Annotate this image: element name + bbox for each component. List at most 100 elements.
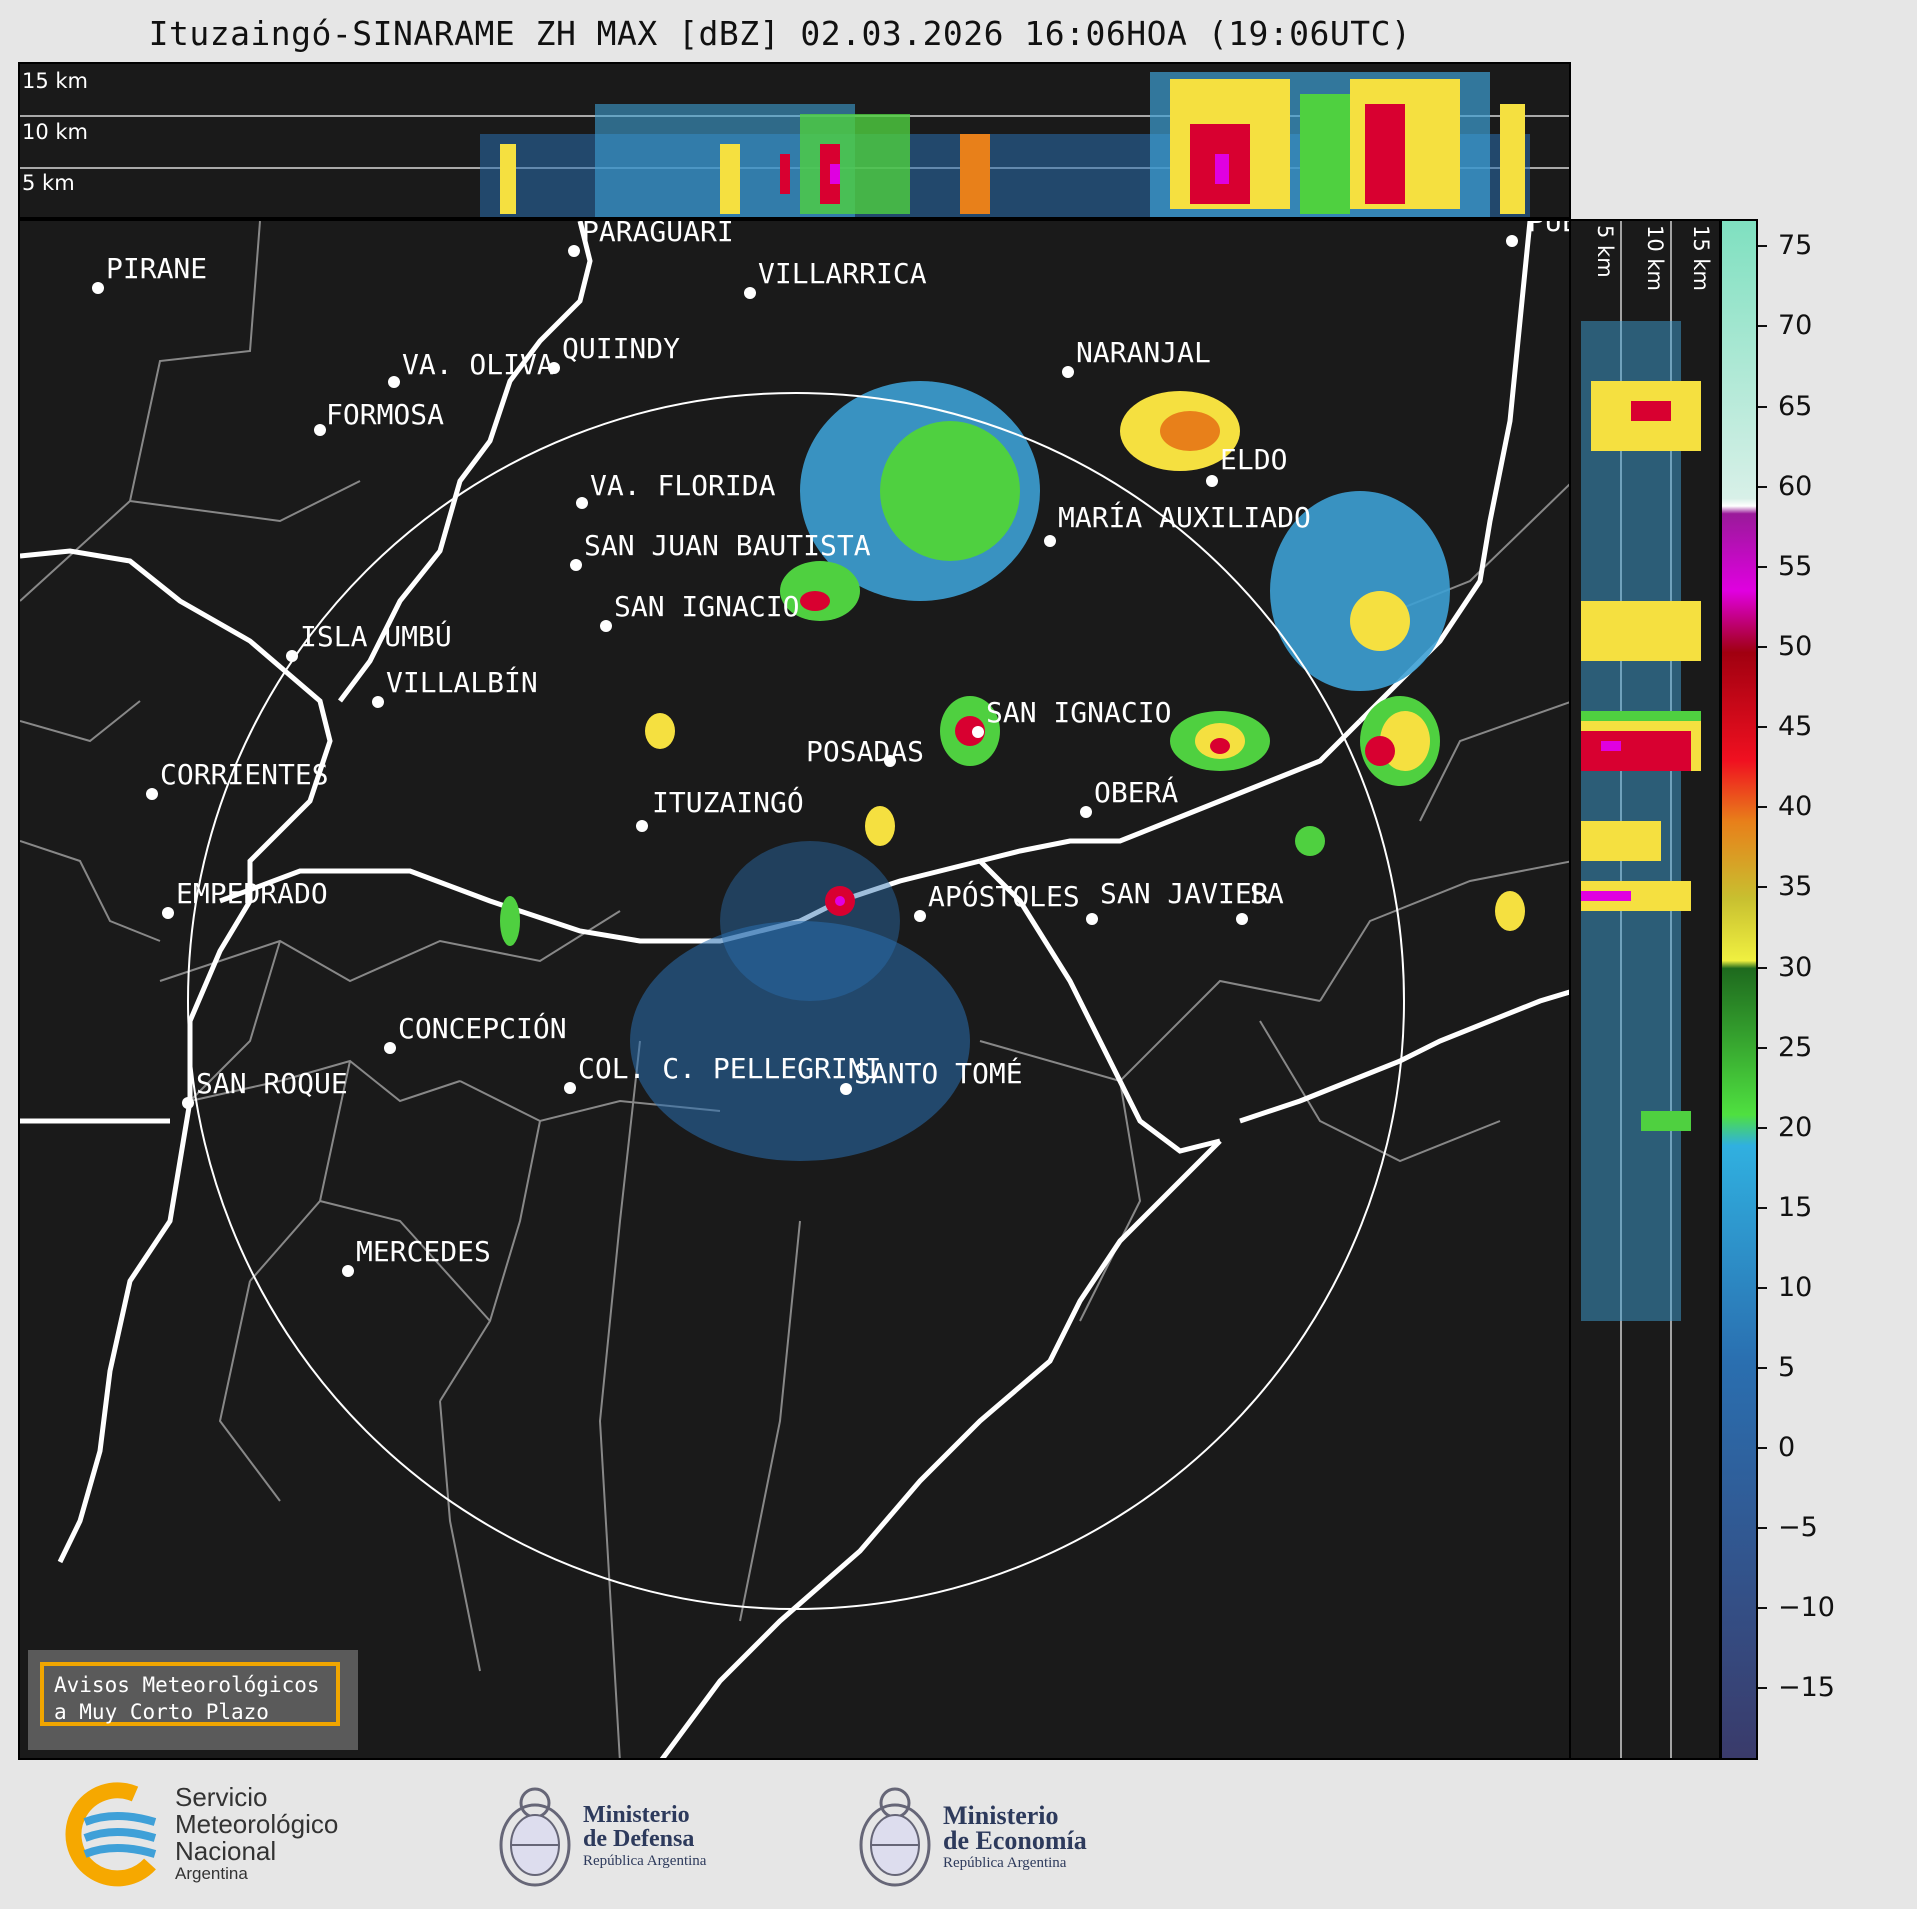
city-label: SAN JUAN BAUTISTA	[584, 529, 871, 562]
smn-line-2: Meteorológico	[175, 1809, 339, 1839]
tick-40: 40	[1758, 791, 1812, 822]
notice-line-1: Avisos Meteorológicos	[54, 1673, 320, 1697]
top-cross-section: 15 km 10 km 5 km	[18, 62, 1571, 219]
tick-5: 5	[1758, 1352, 1795, 1383]
city-marker	[636, 820, 648, 832]
city-marker	[286, 650, 298, 662]
tick-45: 45	[1758, 711, 1812, 742]
warning-notice: Avisos Meteorológicos a Muy Corto Plazo	[28, 1650, 358, 1750]
tick-0: 0	[1758, 1432, 1795, 1463]
city-marker	[1080, 806, 1092, 818]
city-label: ELDO	[1220, 443, 1287, 476]
city-label: APÓSTOLES	[928, 879, 1080, 913]
notice-line-2: a Muy Corto Plazo	[54, 1700, 269, 1724]
city-label: SAN JAVIER	[1100, 877, 1269, 910]
tick-minus5: −5	[1758, 1512, 1818, 1543]
city-marker	[914, 910, 926, 922]
city-marker	[384, 1042, 396, 1054]
city-label: CORRIENTES	[160, 758, 329, 791]
height-label-10km: 10 km	[22, 120, 89, 144]
defensa-line-2: de Defensa	[583, 1826, 695, 1852]
city-marker	[884, 755, 896, 767]
city-label: EMPEDRADO	[176, 877, 328, 910]
city-label: COL. C. PELLEGRINI	[578, 1052, 881, 1085]
city-marker	[564, 1082, 576, 1094]
economia-line-3: República Argentina	[943, 1855, 1067, 1871]
defensa-line-3: República Argentina	[583, 1853, 707, 1869]
economia-line-2: de Economía	[943, 1826, 1087, 1855]
height-label-15km: 15 km	[22, 69, 89, 93]
side-height-10km: 10 km	[1643, 225, 1667, 292]
radar-echoes	[500, 381, 1525, 1161]
city-label: MERCEDES	[356, 1235, 491, 1268]
top-section-echoes	[20, 72, 1569, 217]
tick-15: 15	[1758, 1192, 1812, 1223]
city-marker	[146, 788, 158, 800]
city-marker	[314, 424, 326, 436]
tick-70: 70	[1758, 310, 1812, 341]
warning-notice-box: Avisos Meteorológicos a Muy Corto Plazo	[40, 1662, 340, 1726]
city-label: PARAGUARÍ	[582, 221, 734, 248]
tick-minus15: −15	[1758, 1672, 1835, 1703]
tick-65: 65	[1758, 391, 1812, 422]
side-height-15km: 15 km	[1689, 225, 1713, 292]
smn-logo-mark	[65, 1782, 157, 1887]
city-marker	[1506, 235, 1518, 247]
economia-line-1: Ministerio	[943, 1801, 1059, 1830]
defensa-shield-icon	[499, 1787, 571, 1887]
city-marker	[1062, 366, 1074, 378]
city-marker	[744, 287, 756, 299]
city-label: SANTO TOMÉ	[854, 1056, 1023, 1090]
smn-line-3: Nacional	[175, 1836, 277, 1866]
smn-logo: Servicio Meteorológico Nacional Argentin…	[55, 1780, 395, 1890]
side-cross-section: 5 km 10 km 15 km	[1569, 219, 1721, 1760]
city-label: FORMOSA	[326, 398, 444, 431]
city-marker	[1044, 535, 1056, 547]
city-label: VILLALBÍN	[386, 665, 538, 699]
city-label: SAN IGNACIO	[986, 696, 1171, 729]
tick-10: 10	[1758, 1272, 1812, 1303]
city-label: SAN ROQUE	[196, 1067, 348, 1100]
city-label: VILLARRICA	[758, 257, 927, 290]
city-marker	[576, 497, 588, 509]
city-marker	[182, 1097, 194, 1109]
tick-20: 20	[1758, 1112, 1812, 1143]
city-label: VA. FLORIDA	[590, 469, 776, 502]
colorbar-gradient	[1722, 221, 1756, 1758]
colorbar	[1720, 219, 1758, 1760]
tick-50: 50	[1758, 631, 1812, 662]
city-label: CONCEPCIÓN	[398, 1011, 567, 1045]
city-marker	[1236, 913, 1248, 925]
city-label: ISLA UMBÚ	[300, 619, 452, 653]
city-marker	[1086, 913, 1098, 925]
height-label-5km: 5 km	[22, 171, 75, 195]
city-marker	[342, 1265, 354, 1277]
economia-shield-icon	[859, 1787, 931, 1887]
city-label: SA	[1250, 877, 1284, 910]
city-marker	[388, 376, 400, 388]
range-ring	[187, 392, 1405, 1610]
city-label: MARÍA AUXILIADO	[1058, 500, 1311, 534]
city-marker	[162, 907, 174, 919]
city-marker	[92, 282, 104, 294]
city-marker	[840, 1083, 852, 1095]
defensa-logo: Ministerio de Defensa República Argentin…	[495, 1775, 755, 1895]
tick-25: 25	[1758, 1032, 1812, 1063]
smn-line-4: Argentina	[175, 1864, 248, 1883]
city-marker	[548, 362, 560, 374]
city-label: ITUZAINGÓ	[652, 785, 804, 819]
city-marker	[372, 696, 384, 708]
city-label: POSADAS	[806, 735, 924, 768]
city-label: QUIINDY	[562, 332, 680, 365]
tick-35: 35	[1758, 871, 1812, 902]
city-marker	[568, 245, 580, 257]
tick-minus10: −10	[1758, 1592, 1835, 1623]
city-marker	[600, 620, 612, 632]
tick-30: 30	[1758, 952, 1812, 983]
city-marker	[570, 559, 582, 571]
colorbar-ticks: 75 70 65 60 55 50 45 40 35 30 25 20 15 1…	[1758, 219, 1858, 1760]
side-height-5km: 5 km	[1593, 225, 1617, 278]
